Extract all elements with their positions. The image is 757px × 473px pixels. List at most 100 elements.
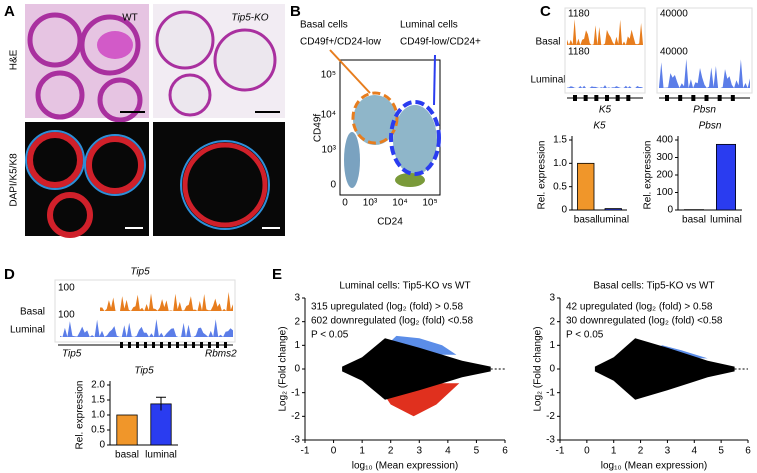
- y-tick-label: 1: [294, 340, 300, 351]
- x-tick-label: 6: [745, 446, 751, 457]
- y-tick-label: 2: [549, 316, 555, 327]
- y-tick-label: -2: [291, 411, 300, 422]
- flow-luminal-cloud: [393, 105, 437, 175]
- y-tick-label: 0: [294, 364, 300, 375]
- he-lumen: [97, 31, 133, 59]
- x-tick-label: -1: [301, 446, 310, 457]
- x-tick-label: basal: [682, 215, 706, 226]
- if-ko-gland: [182, 142, 268, 228]
- y-tick-label: 0: [99, 440, 105, 451]
- y-tick-label: -2: [546, 411, 555, 422]
- x-tick-label: basal: [574, 215, 598, 226]
- exon: [615, 95, 620, 101]
- x-tick-label: 5: [474, 446, 480, 457]
- exon: [665, 95, 669, 101]
- y-tick-label: 3: [549, 293, 555, 304]
- y-tick-label: 10⁴: [321, 110, 336, 121]
- y-tick-label: 0: [330, 180, 336, 191]
- y-axis-label: Rel. expression: [643, 141, 654, 210]
- basal-gate: [351, 91, 399, 145]
- exon: [216, 342, 219, 348]
- flow-low-cloud: [395, 173, 425, 187]
- y-axis-label: Rel. expression: [537, 141, 548, 210]
- exon: [691, 95, 696, 101]
- y-tick-label: 1.5: [553, 135, 567, 146]
- y-axis-label: Log₂ (Fold change): [533, 326, 544, 411]
- track-label: Luminal: [10, 325, 45, 336]
- x-tick-label: 4: [445, 446, 451, 457]
- exon: [704, 95, 709, 101]
- panel-label: A: [4, 3, 15, 20]
- y-tick-label: 0: [561, 205, 567, 216]
- exon: [152, 342, 155, 348]
- y-tick-label: 200: [656, 170, 673, 181]
- y-tick-label: 300: [656, 152, 673, 163]
- exon: [583, 95, 588, 101]
- x-tick-label: 0: [342, 198, 348, 209]
- y-tick-label: 400: [656, 135, 673, 146]
- x-tick-label: 2: [638, 446, 644, 457]
- luminal-title: Luminal cells: [400, 20, 458, 31]
- y-tick-label: 10⁵: [321, 70, 336, 81]
- if-wt-glands: [27, 132, 144, 238]
- track-label: Basal: [20, 307, 45, 318]
- exon: [160, 342, 163, 348]
- chart-title: Pbsn: [699, 121, 722, 132]
- track-label: Basal: [535, 37, 560, 48]
- annotation: 602 downregulated (log₂ (fold) <0.58: [311, 316, 473, 327]
- exon: [717, 95, 722, 101]
- arrow: [433, 54, 436, 106]
- y-tick-label: 2: [294, 316, 300, 327]
- x-tick-label: 0: [584, 446, 590, 457]
- exon: [200, 342, 203, 348]
- luminal-gate: [389, 100, 441, 176]
- chart-title: Luminal cells: Tip5-KO vs WT: [339, 281, 470, 292]
- exon: [594, 95, 599, 101]
- x-tick-label: -1: [556, 446, 565, 457]
- panel-label: B: [290, 3, 301, 20]
- if-wt-basal: [25, 130, 146, 196]
- bar: [716, 143, 737, 211]
- y-tick-label: 100: [656, 187, 673, 198]
- flow-basal-cloud: [353, 95, 397, 145]
- exon: [730, 95, 735, 101]
- exon: [136, 342, 139, 348]
- arrow: [329, 49, 371, 94]
- basal-markers: CD49f+/CD24-low: [300, 37, 382, 48]
- chart-title: Tip5: [134, 366, 154, 377]
- he-wt-glands: [27, 12, 143, 123]
- gene-name: Tip5: [62, 349, 82, 360]
- y-axis-label: Log₂ (Fold change): [278, 326, 289, 411]
- x-tick-label: 4: [692, 446, 698, 457]
- ko-label: Tip5-KO: [231, 13, 268, 24]
- exon: [678, 95, 683, 101]
- x-tick-label: 1: [611, 446, 617, 457]
- coverage-track: [60, 319, 233, 337]
- point-cloud: [594, 338, 735, 400]
- y-tick-label: 1.5: [91, 395, 105, 406]
- x-tick-label: 1: [359, 446, 365, 457]
- exon: [605, 95, 609, 101]
- gene-name: Rbms2: [205, 349, 237, 360]
- y-tick-label: 3: [294, 293, 300, 304]
- x-tick-label: luminal: [597, 215, 629, 226]
- chart-title: Basal cells: Tip5-KO vs WT: [593, 281, 714, 292]
- y-tick-label: 0: [667, 205, 673, 216]
- x-axis-label: log₁₀ (Mean expression): [601, 461, 707, 472]
- x-tick-label: 10⁵: [422, 198, 437, 209]
- track-scale: 40000: [660, 47, 688, 58]
- exon: [120, 342, 123, 348]
- exon: [626, 95, 631, 101]
- y-tick-label: 1.0: [553, 158, 567, 169]
- coverage-track: [659, 58, 750, 88]
- y-axis-label: Rel. expression: [75, 381, 86, 450]
- annotation: 42 upregulated (log₂ (fold) > 0.58: [566, 302, 713, 313]
- basal-title: Basal cells: [300, 20, 348, 31]
- track-frame: [656, 7, 753, 94]
- annotation: 315 upregulated (log₂ (fold) > 0.58: [311, 302, 463, 313]
- exon: [128, 342, 131, 348]
- error-bar: [156, 396, 166, 411]
- panel-label: E: [272, 266, 282, 283]
- x-tick-label: luminal: [145, 450, 177, 461]
